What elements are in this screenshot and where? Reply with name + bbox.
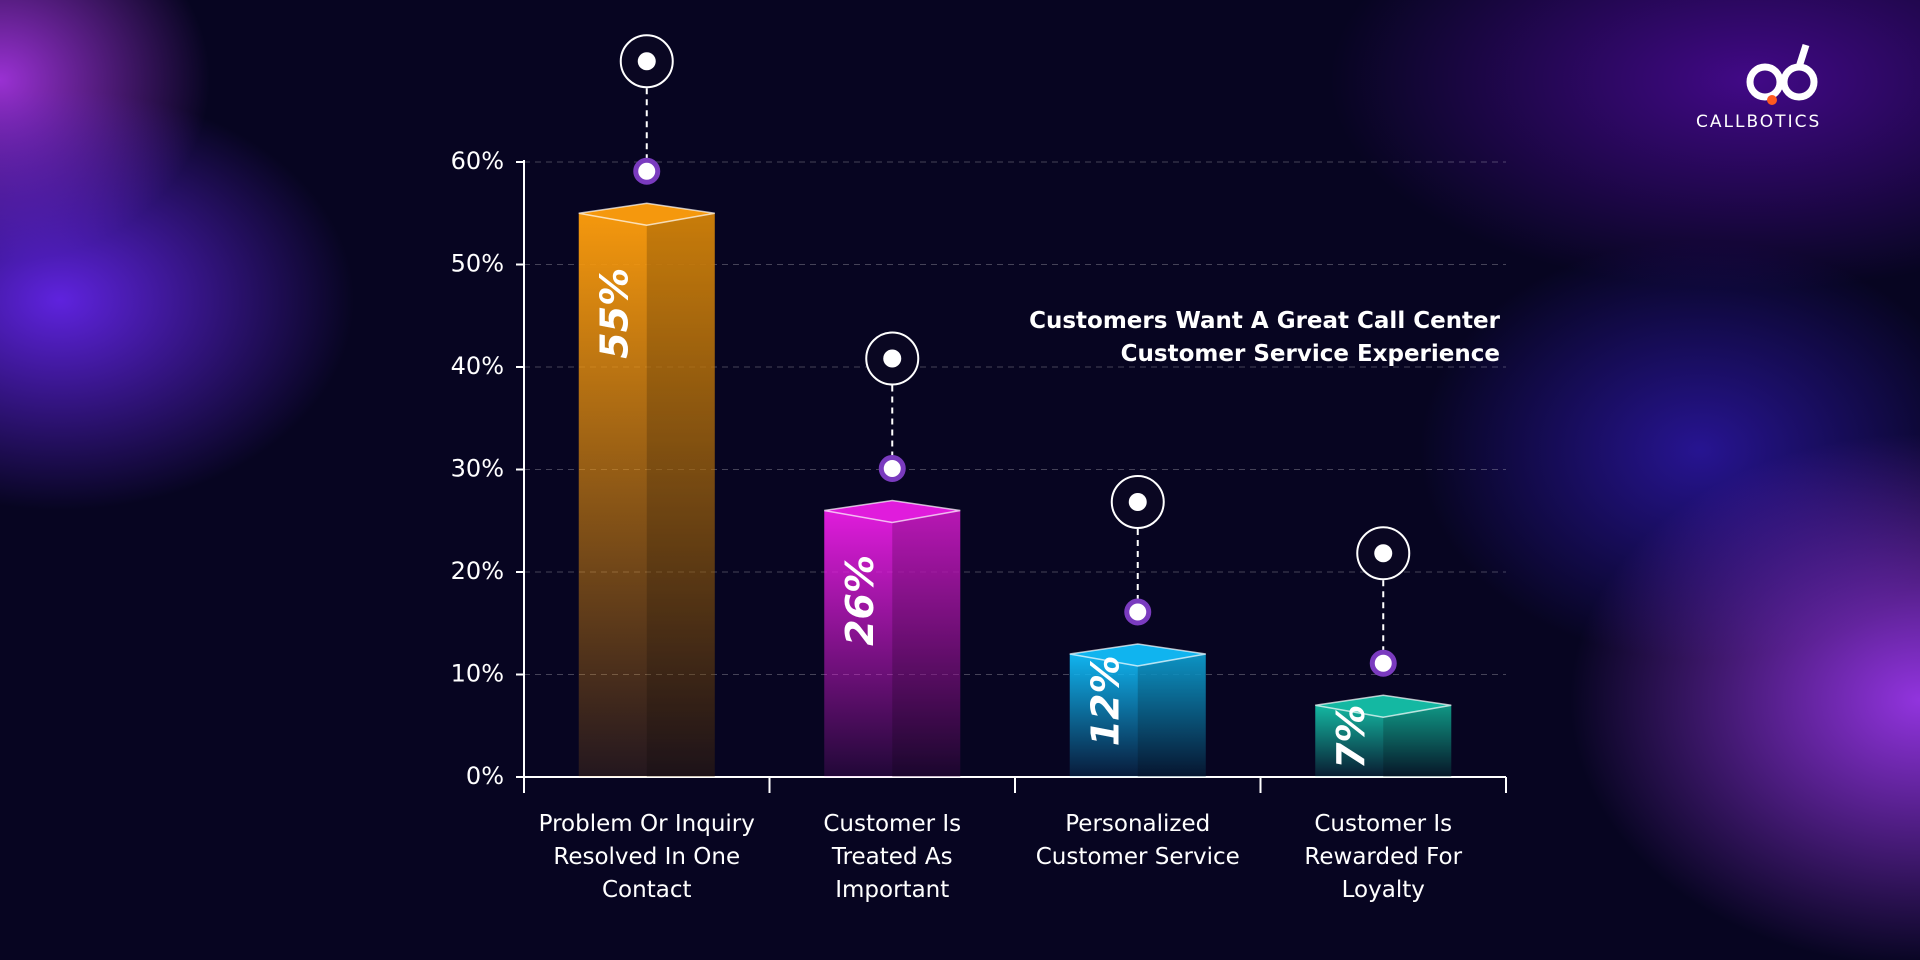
bar-top: [578, 202, 715, 227]
icon: [637, 52, 656, 71]
icon: [1374, 544, 1393, 563]
value-label: 12%: [1083, 655, 1127, 746]
bar-top: [824, 499, 961, 524]
y-tick-label: 30%: [451, 455, 504, 483]
y-tick-label: 40%: [451, 352, 504, 380]
bar-top: [1315, 694, 1452, 719]
value-label: 26%: [838, 555, 882, 646]
chart-title: Customers Want A Great Call Center Custo…: [1029, 308, 1500, 367]
x-tick-label: Personalized Customer Service: [1035, 811, 1240, 870]
bar: [1069, 654, 1206, 777]
y-tick-label: 20%: [451, 557, 504, 585]
icon: [883, 349, 902, 368]
bar-top: [1069, 643, 1206, 667]
y-tick-label: 50%: [451, 250, 504, 278]
x-tick-label: Problem Or Inquiry Resolved In One Conta…: [538, 811, 755, 903]
icon: [1128, 493, 1147, 511]
bar-shade: [892, 510, 961, 777]
bar-shade: [646, 213, 715, 777]
value-label: 55%: [592, 268, 636, 359]
marker: [1124, 598, 1152, 626]
y-tick-label: 10%: [451, 660, 504, 688]
brand: CALLBOTICS: [1696, 112, 1822, 132]
y-tick-label: 0%: [466, 762, 504, 790]
x-tick-label: Customer Is Treated As Important: [823, 811, 962, 903]
logo-icon: [1746, 43, 1818, 105]
y-tick-label: 60%: [451, 147, 504, 175]
bar-shade: [1137, 654, 1206, 777]
bar-shade: [1383, 705, 1452, 777]
marker: [1369, 649, 1397, 677]
x-tick-label: Customer Is Rewarded For Loyalty: [1304, 811, 1463, 903]
bar: [824, 510, 961, 777]
marker: [633, 157, 661, 185]
bar: [578, 213, 715, 777]
value-label: 7%: [1329, 705, 1373, 770]
marker: [878, 455, 906, 482]
